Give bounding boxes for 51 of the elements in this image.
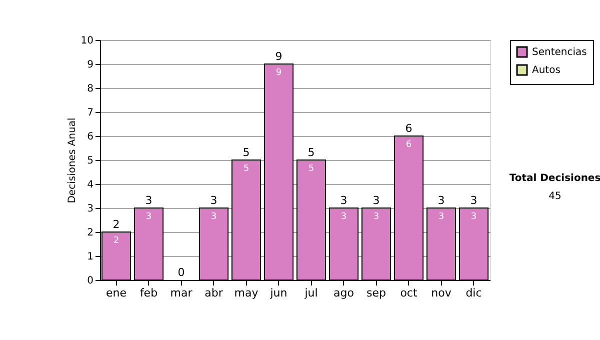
y-tick-label: 2 xyxy=(87,228,94,238)
data-label: 3 xyxy=(438,212,444,222)
y-tick-label: 6 xyxy=(87,132,94,142)
x-tick-label: sep xyxy=(366,286,386,300)
x-tick-label: abr xyxy=(204,286,224,300)
y-tick-label: 7 xyxy=(87,108,94,118)
y-tick-label: 9 xyxy=(87,60,94,70)
x-tick-label: ene xyxy=(106,286,127,300)
total-label: 6 xyxy=(405,122,412,135)
data-label: 9 xyxy=(276,68,282,78)
x-tick-label: ago xyxy=(334,286,354,300)
x-tick-label: oct xyxy=(400,286,418,300)
x-tick-label: may xyxy=(234,286,259,300)
data-label: 3 xyxy=(373,212,380,222)
data-label: 5 xyxy=(243,164,250,174)
y-tick-label: 5 xyxy=(87,156,94,166)
data-label: 5 xyxy=(308,164,314,174)
text: Total Decisiones xyxy=(509,173,600,184)
total-label: 9 xyxy=(275,50,282,63)
y-tick-label: 3 xyxy=(87,204,94,214)
total-label: 5 xyxy=(242,146,250,159)
x-tick-label: mar xyxy=(170,286,193,300)
total-label: 3 xyxy=(438,194,445,207)
total-label: 3 xyxy=(372,194,380,207)
total-label: 5 xyxy=(308,146,315,159)
legend-label: Sentencias xyxy=(532,47,587,58)
x-tick-label: jul xyxy=(304,286,318,300)
y-tick-label: 0 xyxy=(87,276,94,286)
y-tick-label: 10 xyxy=(80,36,94,46)
total-label: 2 xyxy=(112,218,120,231)
x-tick-label: dic xyxy=(466,286,482,300)
total-label: 3 xyxy=(145,194,152,207)
y-tick-label: 4 xyxy=(87,180,94,190)
total-label: 3 xyxy=(340,194,348,207)
x-tick-label: feb xyxy=(140,286,158,300)
y-tick-label: 1 xyxy=(87,252,94,262)
data-label: 3 xyxy=(340,212,347,222)
data-label: 3 xyxy=(210,212,217,222)
data-label: 3 xyxy=(146,212,152,222)
legend-label: Autos xyxy=(532,65,560,76)
data-label: 2 xyxy=(113,236,120,246)
y-axis-title: Decisiones Anual xyxy=(66,118,78,204)
y-tick-label: 8 xyxy=(87,84,94,94)
text: 45 xyxy=(548,191,562,202)
total-label: 0 xyxy=(178,266,185,279)
total-label: 3 xyxy=(470,194,478,207)
data-label: 6 xyxy=(406,140,412,150)
total-label: 3 xyxy=(210,194,218,207)
x-tick-label: nov xyxy=(431,286,452,300)
x-tick-label: jun xyxy=(269,286,288,300)
data-label: 3 xyxy=(470,212,477,222)
